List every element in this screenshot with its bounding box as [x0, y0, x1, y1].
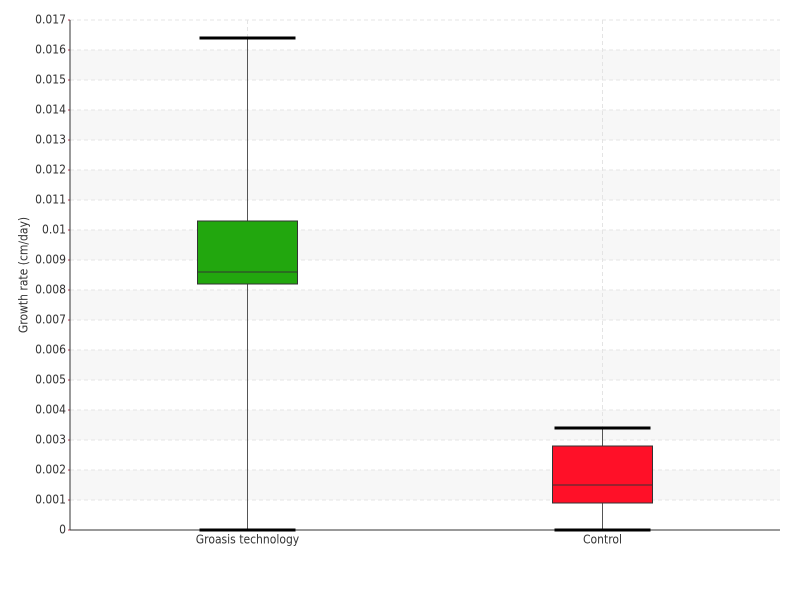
y-tick-label: 0.004 [35, 403, 66, 417]
grid-band [70, 410, 780, 440]
grid-band [70, 110, 780, 140]
grid-band [70, 290, 780, 320]
y-tick-label: 0.005 [35, 373, 66, 387]
y-tick-label: 0.015 [35, 73, 66, 87]
y-tick-label: 0.006 [35, 343, 66, 357]
y-tick-label: 0.011 [35, 193, 66, 207]
y-tick-label: 0.007 [35, 313, 66, 327]
box [552, 445, 653, 504]
y-tick-label: 0.012 [35, 163, 66, 177]
x-tick-label: Groasis technology [196, 533, 300, 547]
y-tick-label: 0 [59, 523, 66, 537]
grid-band [70, 350, 780, 380]
grid-band [70, 470, 780, 500]
y-tick-label: 0.014 [35, 103, 66, 117]
x-tick-label: Control [583, 533, 622, 547]
y-tick-label: 0.009 [35, 253, 66, 267]
y-tick-label: 0.001 [35, 493, 66, 507]
y-tick-label: 0.003 [35, 433, 66, 447]
y-tick-label: 0.016 [35, 43, 66, 57]
grid-band [70, 170, 780, 200]
box [197, 220, 298, 285]
y-tick-label: 0.013 [35, 133, 66, 147]
y-tick-label: 0.01 [42, 223, 66, 237]
y-tick-label: 0.008 [35, 283, 66, 297]
y-tick-label: 0.002 [35, 463, 66, 477]
grid-band [70, 230, 780, 260]
y-axis-label: Growth rate (cm/day) [17, 217, 31, 333]
grid-band [70, 50, 780, 80]
y-tick-label: 0.017 [35, 13, 66, 27]
